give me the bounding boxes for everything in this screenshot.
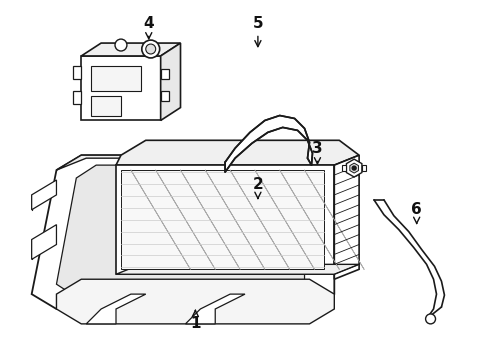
Polygon shape: [116, 140, 359, 165]
Text: 4: 4: [144, 16, 154, 39]
Text: 6: 6: [411, 202, 422, 224]
Text: 1: 1: [190, 310, 200, 332]
Polygon shape: [342, 165, 346, 171]
Polygon shape: [91, 66, 141, 91]
Polygon shape: [32, 155, 334, 309]
Polygon shape: [346, 159, 362, 177]
Polygon shape: [161, 43, 180, 121]
Polygon shape: [56, 279, 334, 324]
Circle shape: [115, 39, 127, 51]
Polygon shape: [225, 116, 313, 172]
Polygon shape: [350, 163, 359, 173]
Polygon shape: [74, 91, 81, 104]
Polygon shape: [161, 69, 169, 79]
Polygon shape: [91, 96, 121, 116]
Polygon shape: [116, 264, 359, 274]
Polygon shape: [374, 200, 444, 309]
Text: 2: 2: [252, 177, 263, 199]
Polygon shape: [334, 155, 359, 279]
Polygon shape: [56, 155, 334, 170]
Circle shape: [146, 44, 156, 54]
Polygon shape: [161, 91, 169, 100]
Text: 5: 5: [252, 16, 263, 47]
Circle shape: [352, 166, 356, 170]
Text: 3: 3: [312, 141, 323, 164]
Polygon shape: [121, 170, 324, 269]
Circle shape: [142, 40, 160, 58]
Circle shape: [426, 314, 436, 324]
Polygon shape: [362, 165, 366, 171]
Polygon shape: [81, 56, 161, 121]
Polygon shape: [116, 165, 334, 274]
Polygon shape: [32, 180, 56, 210]
Polygon shape: [81, 43, 180, 56]
Polygon shape: [56, 165, 305, 297]
Polygon shape: [74, 66, 81, 79]
Polygon shape: [185, 294, 245, 324]
Polygon shape: [86, 294, 146, 324]
Polygon shape: [32, 225, 56, 260]
